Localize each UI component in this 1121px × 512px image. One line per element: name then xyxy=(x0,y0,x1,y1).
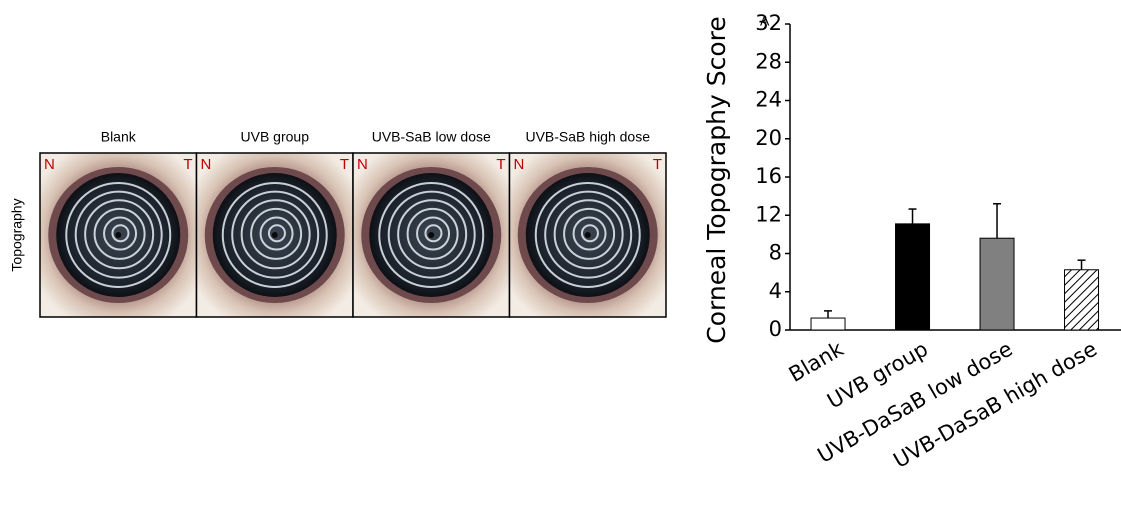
nasal-label: N xyxy=(201,156,212,173)
nasal-label: N xyxy=(514,156,525,173)
y-tick-label: 12 xyxy=(755,202,782,226)
nasal-label: N xyxy=(357,156,368,173)
y-tick-label: 0 xyxy=(769,317,782,341)
pupil-center xyxy=(115,232,121,238)
y-tick-label: 24 xyxy=(755,88,782,112)
bar xyxy=(980,238,1014,330)
panel-title: UVB group xyxy=(241,129,310,145)
x-tick-label: Blank xyxy=(785,336,848,386)
y-tick-label: 16 xyxy=(755,164,782,188)
y-tick-label: 20 xyxy=(755,126,782,150)
temporal-label: T xyxy=(496,156,505,173)
y-tick-label: 32 xyxy=(755,11,782,35)
bar xyxy=(1065,270,1099,330)
panel-title: UVB-SaB high dose xyxy=(525,129,650,145)
bar xyxy=(811,318,845,330)
pupil-center xyxy=(585,232,591,238)
temporal-label: T xyxy=(340,156,349,173)
pupil-center xyxy=(428,232,434,238)
temporal-label: T xyxy=(653,156,662,173)
temporal-label: T xyxy=(183,156,192,173)
panel-title: UVB-SaB low dose xyxy=(372,129,491,145)
pupil-center xyxy=(272,232,278,238)
y-tick-label: 28 xyxy=(755,49,782,73)
y-tick-label: 8 xyxy=(769,241,782,265)
figure: Topography A Corneal Topography Score Bl… xyxy=(0,0,1121,512)
nasal-label: N xyxy=(44,156,55,173)
row-label: Topography xyxy=(9,198,25,271)
bar xyxy=(896,224,930,330)
y-tick-label: 4 xyxy=(769,279,782,303)
panel-title: Blank xyxy=(101,129,137,145)
y-axis-title: Corneal Topography Score xyxy=(702,16,731,343)
